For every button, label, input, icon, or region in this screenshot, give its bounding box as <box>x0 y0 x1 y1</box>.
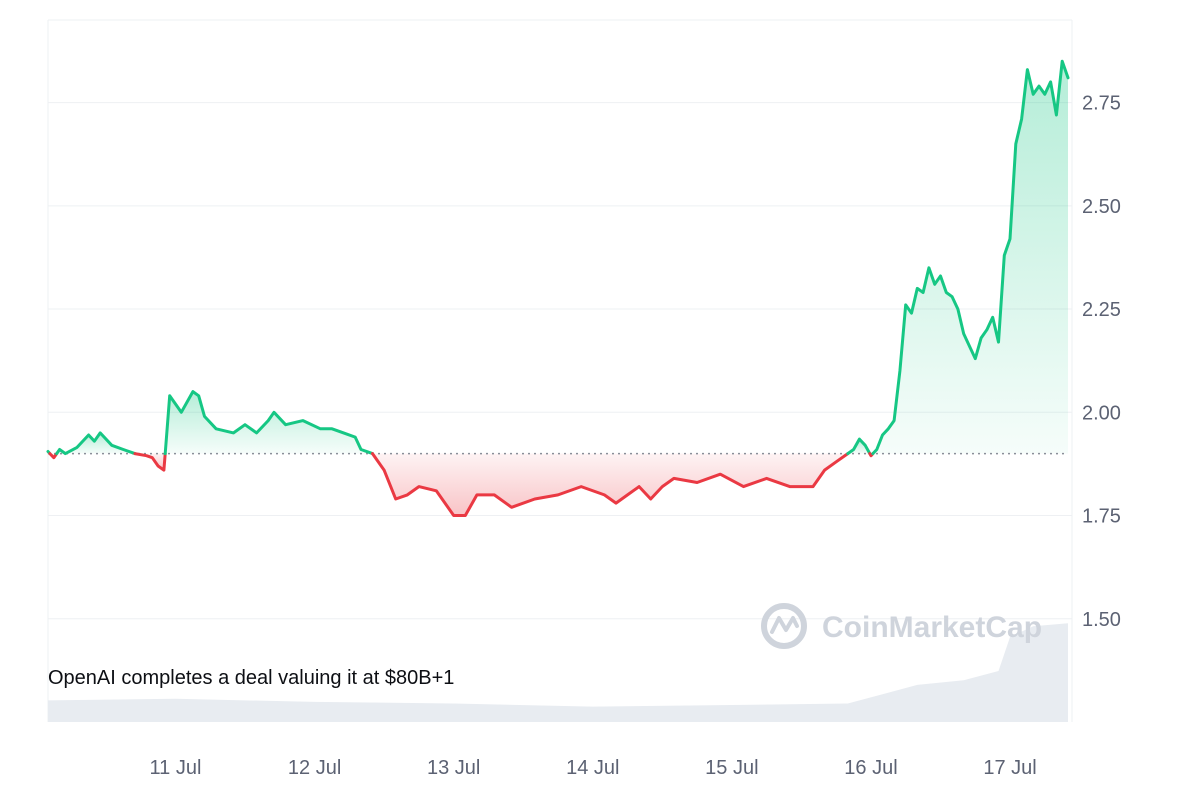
price-fill <box>48 61 1068 516</box>
up-line-segment <box>163 390 374 456</box>
watermark-text: CoinMarketCap <box>822 611 1042 644</box>
coinmarketcap-logo-icon <box>761 603 807 649</box>
coinmarketcap-watermark: CoinMarketCap <box>761 603 1042 649</box>
up-fill-segment <box>165 391 373 454</box>
y-tick-label: 2.25 <box>1082 299 1121 321</box>
down-line-segment <box>133 452 167 472</box>
y-tick-label: 1.50 <box>1082 609 1121 631</box>
grid <box>47 19 1073 722</box>
x-tick-label: 17 Jul <box>983 757 1036 779</box>
x-tick-label: 14 Jul <box>566 757 619 779</box>
x-axis: 11 Jul 12 Jul 13 Jul 14 Jul 15 Jul 16 Jul 17 J… <box>150 757 1037 779</box>
x-tick-label: 13 Jul <box>427 757 480 779</box>
up-line-segment <box>846 437 872 456</box>
y-tick-label: 1.75 <box>1082 506 1121 528</box>
x-tick-label: 15 Jul <box>705 757 758 779</box>
volume-area <box>48 623 1068 722</box>
y-axis: 1.50 1.75 2.00 2.25 2.50 2.75 <box>1082 93 1121 631</box>
y-tick-label: 2.00 <box>1082 402 1121 424</box>
y-tick-label: 2.75 <box>1082 93 1121 115</box>
x-tick-label: 16 Jul <box>844 757 897 779</box>
volume-shape <box>48 623 1068 722</box>
down-fill-segment <box>134 453 166 471</box>
y-tick-label: 2.50 <box>1082 196 1121 218</box>
up-line-segment <box>871 59 1070 456</box>
x-tick-label: 11 Jul <box>150 757 202 779</box>
price-line[interactable] <box>46 59 1070 517</box>
down-line-segment <box>371 452 850 517</box>
down-line-segment <box>48 452 59 460</box>
news-annotation[interactable]: OpenAI completes a deal valuing it at $8… <box>48 667 454 689</box>
down-fill-segment <box>372 453 848 516</box>
up-line-segment <box>55 431 137 456</box>
up-fill-segment <box>872 61 1068 454</box>
x-tick-label: 12 Jul <box>288 757 341 779</box>
